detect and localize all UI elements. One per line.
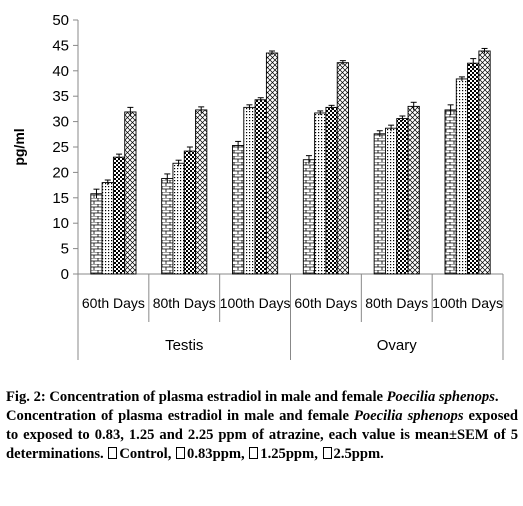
bar-crosshatch bbox=[336, 62, 349, 275]
caption-title-species: Poecilia sphenops bbox=[386, 389, 495, 405]
caption-body-rest: exposed to exposed to 0.83, 1.25 and 2.2… bbox=[6, 408, 518, 462]
category-label: 100th Days bbox=[220, 295, 291, 311]
legend-25ppm-icon bbox=[322, 447, 332, 459]
bar-checker bbox=[254, 99, 267, 275]
group-label: Testis bbox=[165, 337, 203, 354]
y-tick-label: 30 bbox=[52, 114, 69, 131]
legend-control-label: Control, bbox=[119, 446, 172, 462]
bar-dots bbox=[455, 78, 469, 275]
category-label: 60th Days bbox=[294, 295, 357, 311]
bar-crosshatch bbox=[478, 50, 491, 275]
y-tick-label: 15 bbox=[52, 190, 69, 207]
bar-chart: 0 5 10 15 20 25 30 35 40 45 50 pg/ml 60th Days 80th D… bbox=[11, 12, 504, 360]
y-tick-label: 45 bbox=[52, 37, 69, 54]
caption-title-end: . bbox=[494, 389, 499, 405]
chart-labels: 0 5 10 15 20 25 30 35 40 45 50 pg/ml 60th Days 80th D… bbox=[11, 12, 503, 354]
caption-body-species: Poecilia sphenops bbox=[353, 408, 464, 424]
category-label: 100th Days bbox=[432, 295, 503, 311]
y-tick-label: 25 bbox=[52, 139, 69, 156]
group-label: Ovary bbox=[377, 337, 418, 354]
bar-brick bbox=[90, 193, 103, 275]
bar-dots bbox=[101, 182, 114, 275]
bar-brick bbox=[302, 159, 316, 275]
bar-checker bbox=[183, 150, 197, 275]
y-tick-label: 50 bbox=[52, 12, 69, 29]
caption-body-start: Concentration of plasma estradiol in mal… bbox=[6, 408, 349, 424]
y-tick-label: 5 bbox=[61, 241, 69, 258]
bar-crosshatch bbox=[265, 52, 279, 275]
bar-checker bbox=[467, 62, 480, 275]
bar-brick bbox=[373, 133, 386, 275]
bar-brick bbox=[444, 109, 457, 275]
category-label: 60th Days bbox=[82, 295, 145, 311]
bar-brick bbox=[161, 178, 174, 275]
y-axis-label: pg/ml bbox=[11, 128, 27, 165]
legend-125ppm-icon bbox=[249, 447, 259, 459]
bar-crosshatch bbox=[195, 109, 208, 275]
bar-crosshatch bbox=[407, 105, 420, 275]
category-label: 80th Days bbox=[153, 295, 216, 311]
legend-125ppm-label: 1.25ppm, bbox=[260, 446, 318, 462]
category-label: 80th Days bbox=[365, 295, 428, 311]
legend-25ppm-label: 2.5ppm. bbox=[333, 446, 384, 462]
bar-dots bbox=[385, 127, 398, 275]
bar-crosshatch bbox=[124, 111, 137, 275]
caption-title-line: Fig. 2: Concentration of plasma estradio… bbox=[6, 388, 518, 407]
bar-checker bbox=[396, 118, 409, 275]
y-tick-label: 0 bbox=[61, 266, 69, 283]
caption-body: Concentration of plasma estradiol in mal… bbox=[6, 407, 518, 464]
legend-083ppm-icon bbox=[176, 447, 186, 459]
bar-brick bbox=[232, 145, 245, 275]
y-tick-label: 40 bbox=[52, 63, 69, 80]
bar-checker bbox=[112, 156, 126, 275]
caption-title: Fig. 2: Concentration of plasma estradio… bbox=[6, 389, 383, 405]
bar-checker bbox=[325, 106, 338, 275]
y-tick-label: 35 bbox=[52, 88, 69, 105]
legend-083ppm-label: 0.83ppm, bbox=[187, 446, 245, 462]
legend-control-icon bbox=[108, 447, 118, 459]
bar-dots bbox=[172, 162, 185, 275]
chart-bars bbox=[90, 47, 491, 275]
figure-caption: Fig. 2: Concentration of plasma estradio… bbox=[6, 388, 518, 464]
y-tick-label: 20 bbox=[52, 164, 69, 181]
bar-dots bbox=[314, 112, 327, 275]
bar-dots bbox=[243, 106, 256, 275]
chart-axes bbox=[73, 19, 504, 360]
y-tick-label: 10 bbox=[52, 215, 69, 232]
